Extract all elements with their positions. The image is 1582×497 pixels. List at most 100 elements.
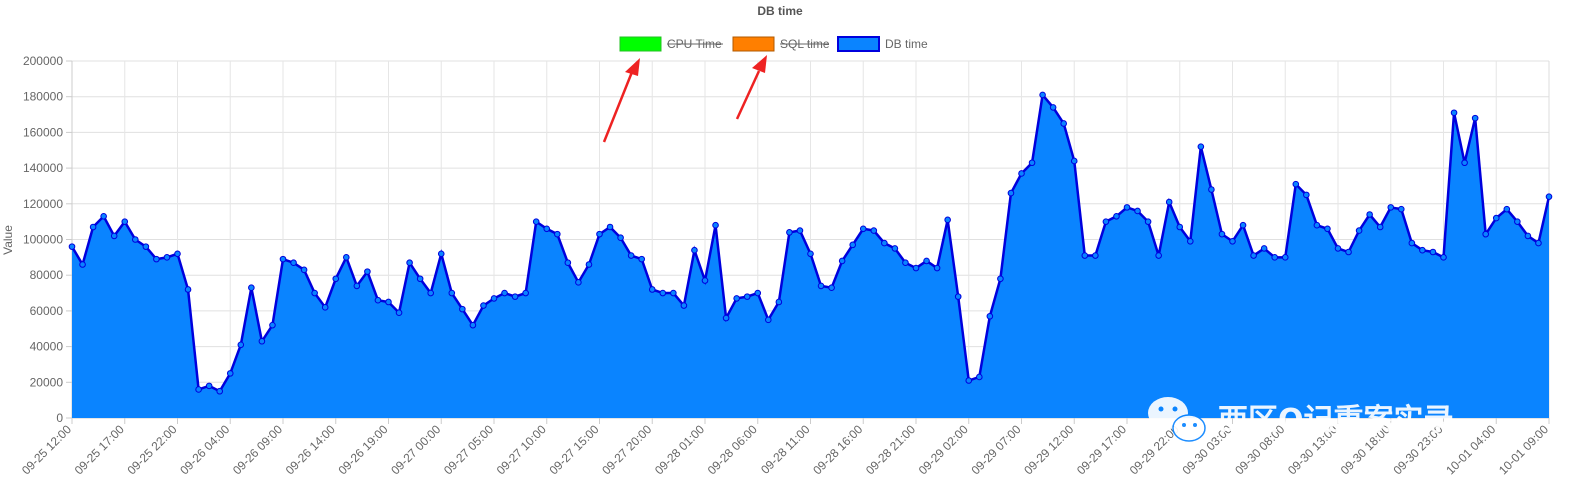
data-point[interactable] <box>1208 186 1215 193</box>
data-point[interactable] <box>480 302 487 309</box>
data-point[interactable] <box>1081 252 1089 259</box>
data-point[interactable] <box>195 386 202 393</box>
data-point[interactable] <box>300 266 308 274</box>
data-point[interactable] <box>1281 254 1289 261</box>
data-point[interactable] <box>1113 213 1120 220</box>
data-point[interactable] <box>701 277 709 284</box>
data-point[interactable] <box>659 289 667 297</box>
data-point[interactable] <box>1471 114 1479 122</box>
data-point[interactable] <box>881 239 888 247</box>
data-point[interactable] <box>638 255 646 263</box>
data-point[interactable] <box>543 225 551 233</box>
data-point[interactable] <box>1514 218 1521 225</box>
data-point[interactable] <box>912 264 920 272</box>
data-point[interactable] <box>1524 232 1532 240</box>
data-point[interactable] <box>944 216 951 224</box>
data-point[interactable] <box>332 275 340 283</box>
data-point[interactable] <box>965 377 973 384</box>
data-point[interactable] <box>184 286 192 293</box>
data-point[interactable] <box>775 298 783 306</box>
data-point[interactable] <box>1545 193 1553 200</box>
data-point[interactable] <box>1271 254 1278 261</box>
data-point[interactable] <box>279 255 287 263</box>
data-point[interactable] <box>1303 191 1310 199</box>
data-point[interactable] <box>585 261 593 268</box>
data-point[interactable] <box>1345 248 1352 256</box>
data-point[interactable] <box>1039 91 1046 99</box>
data-point[interactable] <box>364 268 371 275</box>
data-point[interactable] <box>237 341 245 349</box>
data-point[interactable] <box>596 230 603 238</box>
data-point[interactable] <box>765 316 772 324</box>
data-point[interactable] <box>68 243 76 250</box>
data-point[interactable] <box>153 255 160 263</box>
data-point[interactable] <box>722 314 730 322</box>
data-point[interactable] <box>226 370 234 377</box>
data-point[interactable] <box>902 259 909 267</box>
data-point[interactable] <box>997 275 1004 283</box>
data-point[interactable] <box>490 295 498 302</box>
data-point[interactable] <box>1176 223 1184 231</box>
data-point[interactable] <box>1102 218 1110 225</box>
data-point[interactable] <box>406 259 413 267</box>
data-point[interactable] <box>1398 205 1405 213</box>
data-point[interactable] <box>1187 237 1194 245</box>
data-point[interactable] <box>849 241 857 249</box>
data-point[interactable] <box>870 227 878 234</box>
data-point[interactable] <box>1239 221 1247 229</box>
data-point[interactable] <box>1376 223 1384 231</box>
data-point[interactable] <box>1334 245 1342 252</box>
data-point[interactable] <box>1429 248 1437 256</box>
data-point[interactable] <box>691 246 698 254</box>
data-point[interactable] <box>469 321 477 329</box>
data-point[interactable] <box>1123 204 1131 211</box>
data-point[interactable] <box>1229 237 1236 245</box>
data-point[interactable] <box>110 232 118 240</box>
data-point[interactable] <box>933 264 941 272</box>
data-point[interactable] <box>374 296 382 304</box>
data-point[interactable] <box>564 259 572 267</box>
data-point[interactable] <box>79 261 86 268</box>
data-point[interactable] <box>1028 159 1036 167</box>
data-point[interactable] <box>838 257 846 265</box>
data-point[interactable] <box>986 312 994 320</box>
data-point[interactable] <box>807 250 814 258</box>
data-point[interactable] <box>891 245 899 252</box>
data-point[interactable] <box>1165 198 1173 206</box>
data-point[interactable] <box>575 279 582 286</box>
data-point[interactable] <box>712 221 719 229</box>
data-point[interactable] <box>1419 246 1426 254</box>
data-point[interactable] <box>100 213 107 220</box>
data-point[interactable] <box>1218 230 1226 238</box>
data-point[interactable] <box>1387 204 1395 211</box>
data-point[interactable] <box>1260 245 1268 252</box>
data-point[interactable] <box>395 309 403 316</box>
data-point[interactable] <box>1450 109 1458 117</box>
data-point[interactable] <box>1197 143 1205 150</box>
data-point[interactable] <box>459 305 466 313</box>
data-point[interactable] <box>1313 221 1321 229</box>
data-point[interactable] <box>532 218 540 225</box>
data-point[interactable] <box>290 259 297 267</box>
data-point[interactable] <box>1492 214 1500 222</box>
data-point[interactable] <box>1070 157 1078 165</box>
data-point[interactable] <box>205 382 213 390</box>
data-point[interactable] <box>796 227 804 234</box>
data-point[interactable] <box>385 298 392 306</box>
data-point[interactable] <box>554 230 561 238</box>
data-point[interactable] <box>311 289 318 297</box>
data-point[interactable] <box>437 250 445 258</box>
data-point[interactable] <box>743 293 751 300</box>
data-point[interactable] <box>1292 180 1300 188</box>
data-point[interactable] <box>501 289 508 297</box>
data-point[interactable] <box>321 304 329 311</box>
data-point[interactable] <box>174 250 181 258</box>
data-point[interactable] <box>353 282 361 290</box>
data-point[interactable] <box>343 254 350 261</box>
data-point[interactable] <box>648 286 656 293</box>
data-point[interactable] <box>1144 218 1152 225</box>
data-point[interactable] <box>954 293 962 300</box>
data-point[interactable] <box>121 218 129 225</box>
data-point[interactable] <box>606 223 614 231</box>
data-point[interactable] <box>828 284 835 291</box>
